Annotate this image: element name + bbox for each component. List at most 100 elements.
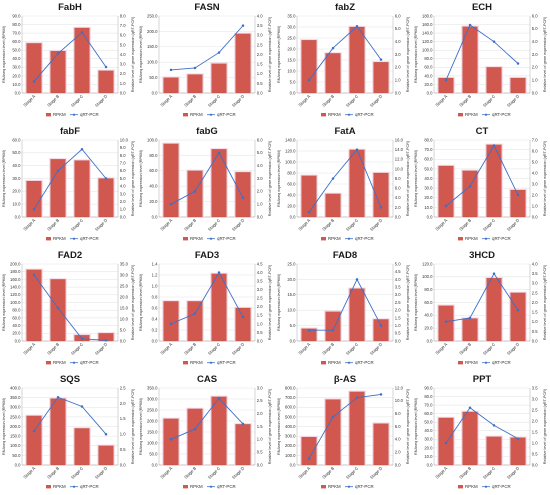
legend-line-label: qRT-PCR <box>355 112 374 117</box>
y2-tick-label: 7.0 <box>120 161 126 166</box>
x-tick-label: Stage D <box>506 94 520 108</box>
x-tick-label: Stage B <box>321 94 335 108</box>
chart-panel: CAS 0.0 50.0 100.0 150.0 200.0 250.0 300.0 350.0… <box>137 372 274 495</box>
y2-axis-title: Relative level of gene expression (qRT-P… <box>131 16 135 92</box>
y-tick-label: 40.0 <box>149 184 158 189</box>
chart-svg: FAD3 0.0 0.2 0.4 0.6 0.8 1.0 1.2 1.4 0.0 0.5 1.0 1.5… <box>139 250 272 365</box>
x-tick-label: Stage D <box>94 94 108 108</box>
y2-tick-label: 0.0 <box>257 462 263 467</box>
qrtpcr-point <box>241 24 245 27</box>
y-axis-title: RNAseq expression level (RPKM) <box>2 273 6 331</box>
y2-tick-label: 5.0 <box>395 26 401 31</box>
y-tick-label: 150.0 <box>147 44 158 49</box>
y2-axis-title: Relative level of gene expression (qRT-P… <box>543 264 547 340</box>
legend-line-marker <box>72 113 76 116</box>
y2-tick-label: 4.0 <box>532 170 538 175</box>
legend-bar-label: RPKM <box>328 236 341 241</box>
chart-title: FASN <box>194 2 219 13</box>
y-tick-label: 40.0 <box>12 323 21 328</box>
y-tick-label: 800.0 <box>285 385 296 390</box>
y-tick-label: 80.0 <box>424 287 433 292</box>
y2-tick-label: 0.0 <box>532 462 538 467</box>
y-tick-label: 60.0 <box>424 157 433 162</box>
qrtpcr-point <box>56 395 60 399</box>
rpkm-bar <box>98 445 114 466</box>
y-tick-label: 60.0 <box>424 411 433 416</box>
x-tick-label: Stage C <box>207 94 221 108</box>
x-tick-label: Stage A <box>297 342 311 356</box>
legend-line-label: qRT-PCR <box>217 112 236 117</box>
y-tick-label: 120.0 <box>422 39 433 44</box>
qrtpcr-point <box>56 169 60 173</box>
y-tick-label: 20.0 <box>12 73 21 78</box>
rpkm-bar <box>373 62 389 94</box>
legend-bar-swatch <box>183 113 188 117</box>
x-tick-label: Stage C <box>207 342 221 356</box>
y-tick-label: 0.0 <box>427 90 433 95</box>
rpkm-bar <box>98 178 114 218</box>
y2-tick-label: 3.0 <box>257 176 263 181</box>
y-tick-label: 180.0 <box>10 269 21 274</box>
qrtpcr-point <box>492 144 496 147</box>
rpkm-bar <box>438 417 454 466</box>
qrtpcr-point <box>241 196 245 199</box>
y-tick-label: 0.0 <box>152 214 158 219</box>
y2-tick-label: 6.0 <box>395 186 401 191</box>
y-tick-label: 120.0 <box>10 292 21 297</box>
qrtpcr-point <box>444 78 448 82</box>
y-tick-label: 15.0 <box>287 292 296 297</box>
chart-svg: FabH 0.0 10.0 20.0 30.0 40.0 50.0 60.0 70.0 80.0 9… <box>2 2 135 117</box>
y2-tick-label: 0.5 <box>532 329 538 334</box>
x-tick-label: Stage B <box>183 342 197 356</box>
qrtpcr-point <box>492 424 496 427</box>
x-tick-label: Stage B <box>183 94 197 108</box>
y2-tick-label: 8.0 <box>120 13 126 18</box>
y-tick-label: 400.0 <box>285 424 296 429</box>
rpkm-bar <box>438 77 454 94</box>
y-tick-label: 500.0 <box>285 414 296 419</box>
y2-tick-label: 0.0 <box>395 214 401 219</box>
x-tick-label: Stage D <box>94 342 108 356</box>
x-tick-label: Stage B <box>46 218 60 232</box>
qrtpcr-line <box>445 24 519 81</box>
qrtpcr-point <box>169 202 173 206</box>
qrtpcr-point <box>56 306 60 310</box>
y-tick-label: 80.0 <box>424 56 433 61</box>
legend-bar-label: RPKM <box>53 360 66 365</box>
y2-tick-label: 0.5 <box>257 81 263 86</box>
chart-title: FAD8 <box>333 250 357 261</box>
y2-tick-label: 10.0 <box>120 137 129 142</box>
y-axis-title: RNAseq expression level (RPKM) <box>414 273 418 331</box>
rpkm-bar <box>325 399 341 466</box>
chart-title: ECH <box>472 2 492 13</box>
y2-tick-label: 2.0 <box>395 65 401 70</box>
y2-tick-label: 0.0 <box>395 90 401 95</box>
legend-bar-swatch <box>458 485 463 489</box>
y-tick-label: 50.0 <box>424 166 433 171</box>
chart-panel: FAD8 0.0 5.0 10.0 15.0 20.0 25.0 0.0 0.5 1.0 1.5 2.… <box>275 248 412 371</box>
legend-bar-label: RPKM <box>53 112 66 117</box>
legend-bar-label: RPKM <box>190 236 203 241</box>
chart-svg: fabF 0.0 10.0 20.0 30.0 40.0 50.0 60.0 0.0 1.0 2.0… <box>2 126 135 241</box>
qrtpcr-point <box>516 62 520 65</box>
chart-svg: fabZ 0.0 5.0 10.0 15.0 20.0 25.0 30.0 35.0 0.0 1.0… <box>277 2 410 117</box>
y-tick-label: 10.0 <box>12 202 21 207</box>
chart-panel: ECH 0.0 20.0 40.0 60.0 80.0 100.0 120.0 140.0 160… <box>412 0 549 123</box>
y2-tick-label: 1.5 <box>257 313 263 318</box>
y-tick-label: 40.0 <box>12 163 21 168</box>
y-tick-label: 60.0 <box>12 39 21 44</box>
y-axis-title: RNAseq expression level (RPKM) <box>414 397 418 455</box>
chart-title: SQS <box>60 374 80 385</box>
y-tick-label: 60.0 <box>149 168 158 173</box>
chart-title: FAD3 <box>195 250 219 261</box>
y2-tick-label: 2.5 <box>257 42 263 47</box>
y2-tick-label: 4.0 <box>257 270 263 275</box>
y-tick-label: 50.0 <box>12 453 21 458</box>
y-tick-label: 0.0 <box>15 338 21 343</box>
qrtpcr-point <box>355 25 359 28</box>
x-tick-label: Stage A <box>159 218 173 232</box>
y2-tick-label: 4.0 <box>257 163 263 168</box>
y2-tick-label: 35.0 <box>120 261 129 266</box>
qrtpcr-point <box>331 328 335 332</box>
legend-line-label: qRT-PCR <box>355 236 374 241</box>
